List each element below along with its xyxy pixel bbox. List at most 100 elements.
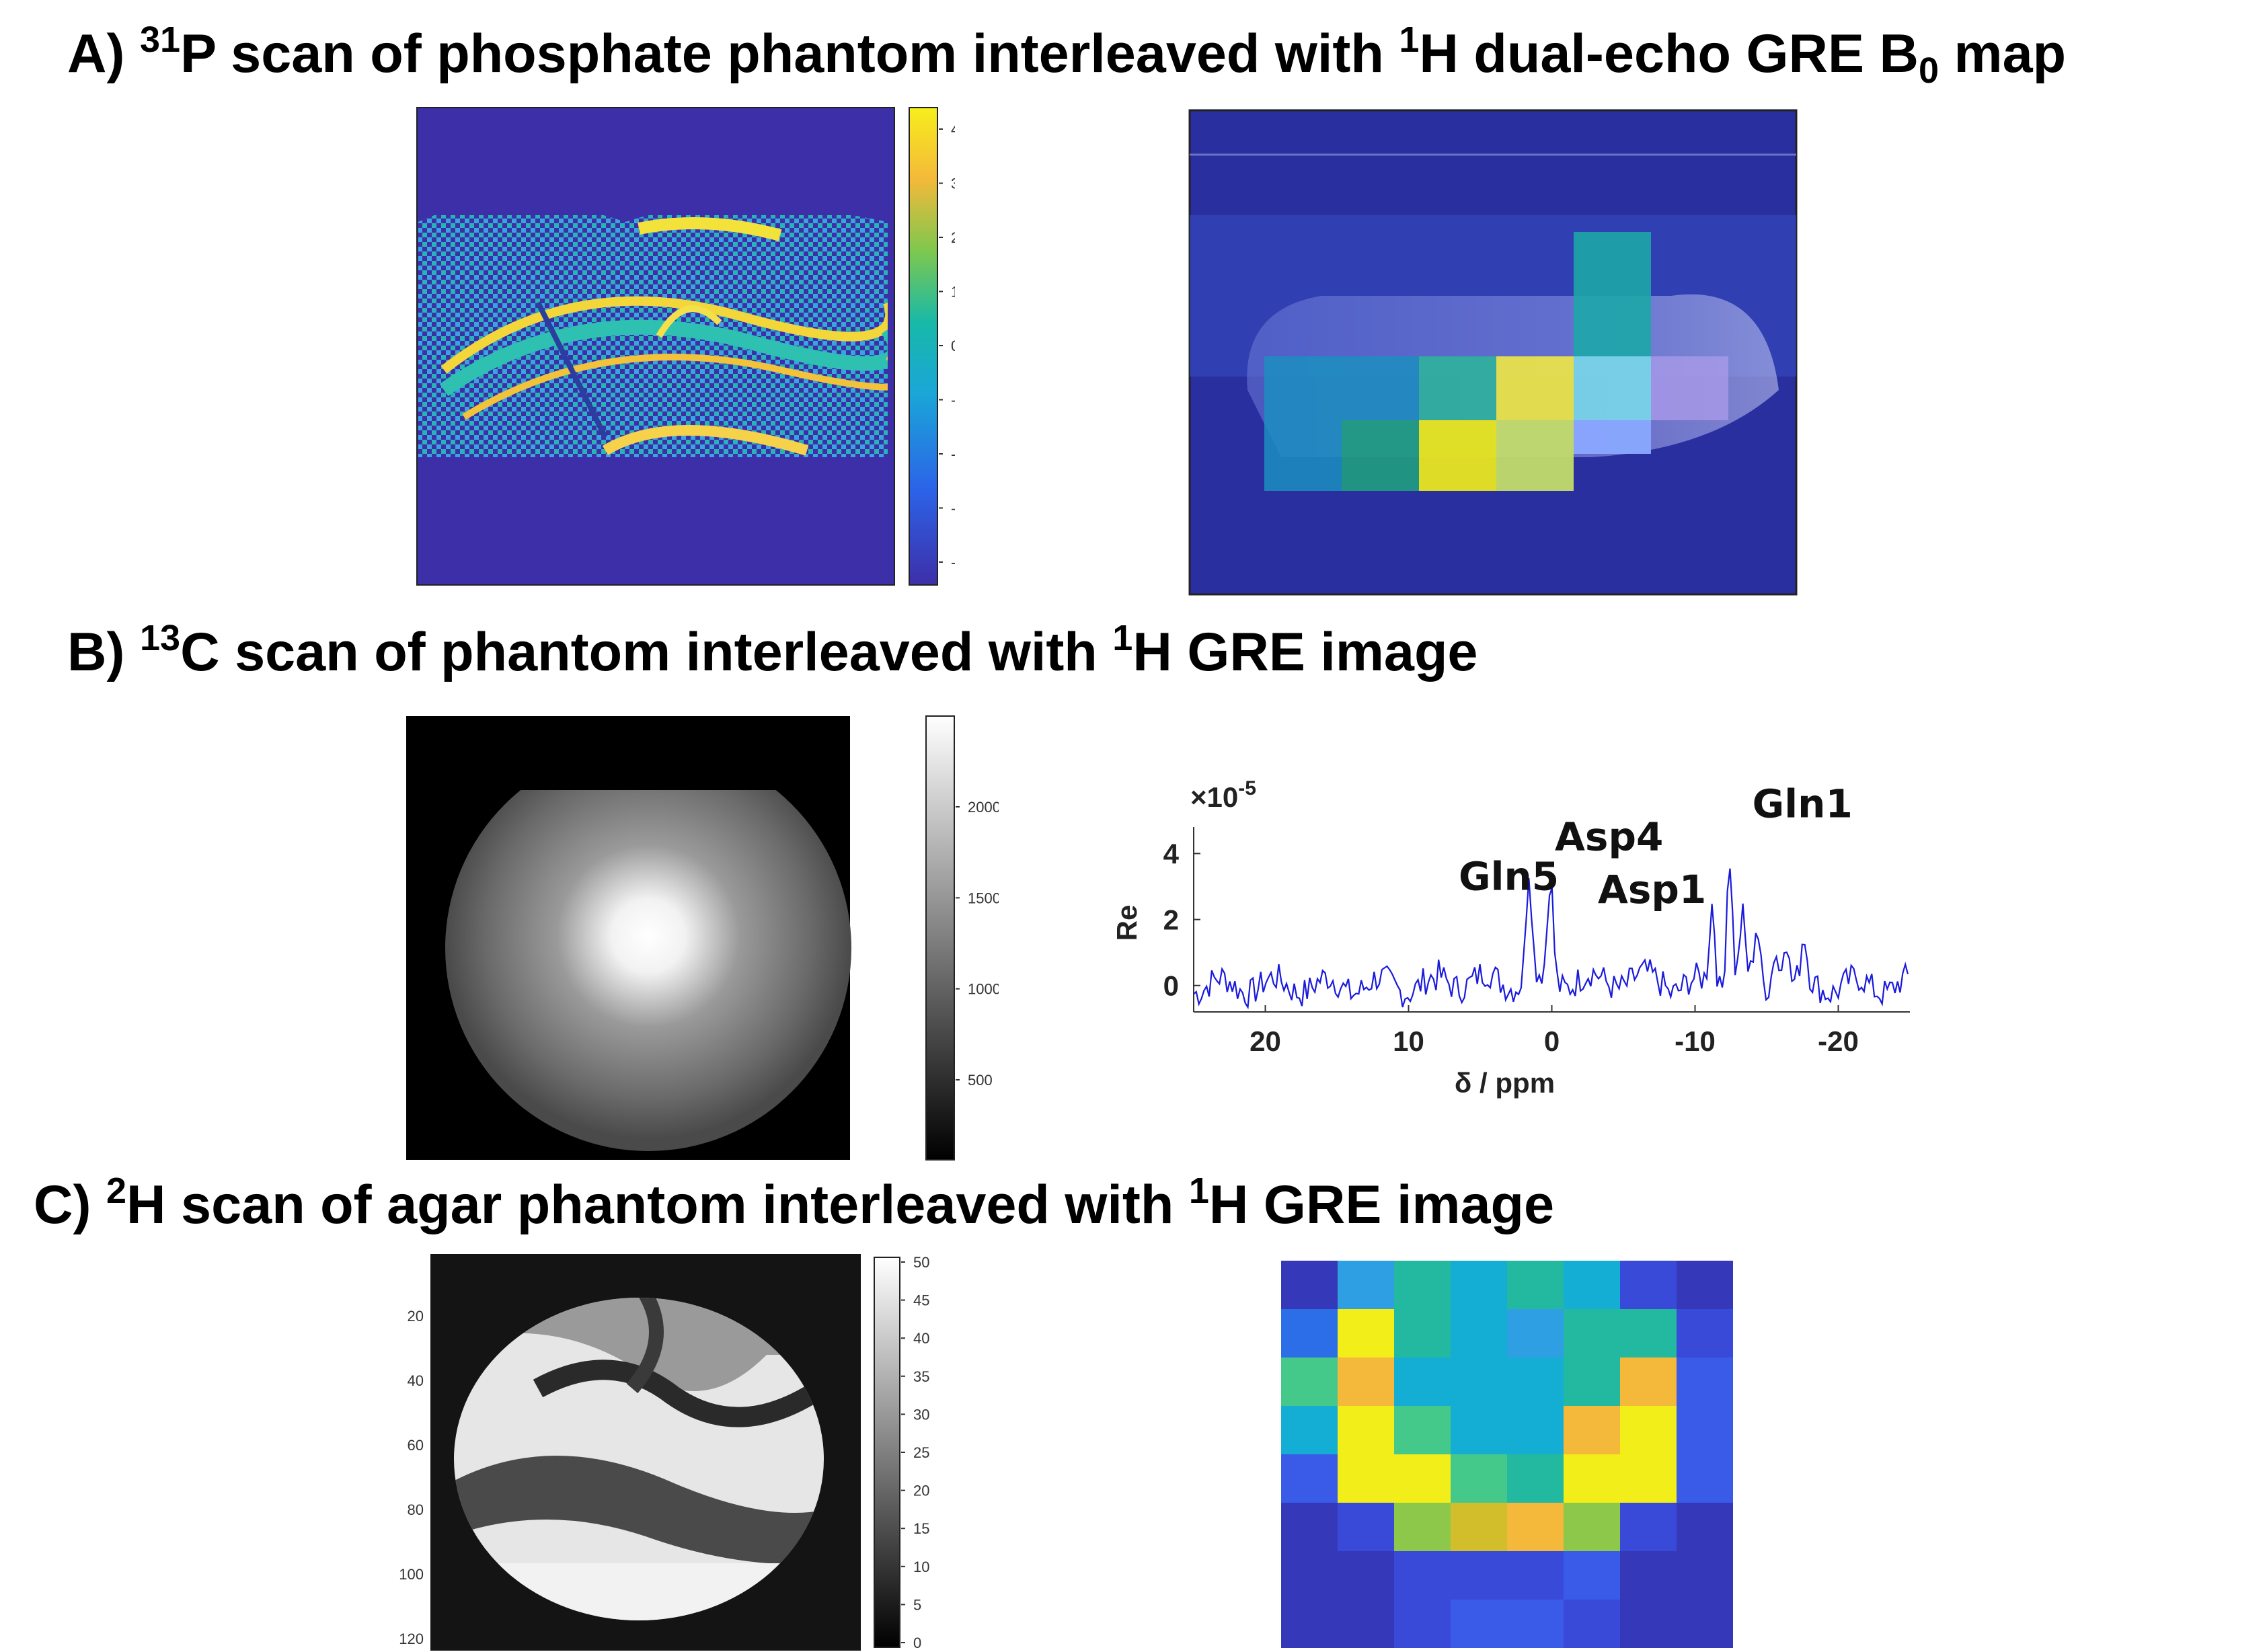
gre-colorbar-tick-label: 500 [968, 1072, 993, 1089]
c-y-axis-ticks: 20 40 60 80 100 120 [399, 1308, 424, 1647]
voxel-cell [1394, 1261, 1451, 1309]
c-colorbar [874, 1257, 900, 1648]
spectrum-y-tick-label: 2 [1163, 904, 1179, 936]
b0-colorbar-tick-label: 0 [951, 338, 955, 354]
c-colorbar-tick-label: 25 [913, 1444, 929, 1461]
spectrum-peak-label: Asp4 [1555, 814, 1663, 860]
voxel-cell [1281, 1406, 1338, 1454]
voxel-cell [1564, 1503, 1620, 1551]
voxel-cell [1507, 1261, 1564, 1309]
voxel-cell [1451, 1406, 1507, 1454]
voxel-cell [1451, 1600, 1507, 1648]
spectrum-x-label: δ / ppm [1455, 1067, 1555, 1099]
voxel-cell [1507, 1600, 1564, 1648]
voxel-cell [1338, 1600, 1394, 1648]
c-y-tick-label: 20 [408, 1308, 424, 1325]
gre-phantom [445, 790, 851, 1151]
panel-a-heading: A) 31P scan of phosphate phantom interle… [67, 22, 2067, 89]
voxel-cell [1281, 1503, 1338, 1551]
b0-colorbar-tick-label: -20 [951, 446, 955, 463]
panel-c-isotope-mass: 2 [106, 1171, 127, 1211]
panel-b-heading: B) 13C scan of phantom interleaved with … [67, 620, 1477, 682]
voxel-cell [1338, 1406, 1394, 1454]
voxel-cell [1451, 1261, 1507, 1309]
voxel-cell [1281, 1309, 1338, 1358]
c-colorbar-tick-label: 45 [913, 1292, 929, 1309]
c-colorbar-tick-label: 40 [913, 1330, 929, 1347]
panel-a-isotope-mass: 31 [140, 19, 181, 60]
spectrum-x-tick-label: 20 [1250, 1025, 1281, 1057]
voxel-cell [1338, 1551, 1394, 1600]
voxel-cell [1338, 1261, 1394, 1309]
c-y-tick-label: 60 [408, 1437, 424, 1454]
spectrum-x-tick-label: 10 [1393, 1025, 1424, 1057]
voxel-cell [1507, 1309, 1564, 1358]
spectrum-y-tick-label: 4 [1163, 838, 1180, 869]
spectrum-peak-label: Gln1 [1753, 781, 1853, 826]
voxel-cell [1620, 1454, 1677, 1503]
spectrum-y-label: Re [1116, 905, 1143, 941]
gre-colorbar [925, 715, 955, 1161]
panel-c-text: H scan of agar phantom interleaved with [126, 1175, 1189, 1235]
panel-a-label: A) [67, 24, 125, 84]
voxel-cell [1620, 1406, 1677, 1454]
voxel-cell [1507, 1454, 1564, 1503]
voxel-cell [1394, 1551, 1451, 1600]
c-y-tick-label: 40 [408, 1372, 424, 1389]
c-colorbar-tick-label: 5 [913, 1596, 921, 1613]
b0-colorbar-tick-label: 30 [951, 175, 955, 192]
gre-colorbar-ticks: 2000 1500 1000 500 [956, 799, 999, 1089]
panel-b-isotope-mass: 13 [140, 618, 181, 658]
voxel-cell [1394, 1358, 1451, 1406]
voxel-cell [1677, 1358, 1733, 1406]
voxel-cell [1338, 1503, 1394, 1551]
panel-a-text-3: map [1939, 24, 2067, 84]
b0-colorbar-tick-label: 40 [951, 121, 955, 138]
voxel-cell [1281, 1551, 1338, 1600]
panel-a-overlay-image [1188, 109, 1798, 596]
voxel-cell [1507, 1503, 1564, 1551]
b0-map-phantom [418, 215, 888, 457]
c-colorbar-tick-label: 15 [913, 1520, 929, 1537]
spectrum-series-line [1193, 868, 1909, 1010]
voxel-cell [1281, 1600, 1338, 1648]
b0-colorbar-tick-label: -10 [951, 392, 955, 409]
voxel-cell [1620, 1309, 1677, 1358]
voxel-cell [1394, 1406, 1451, 1454]
voxel-cell [1677, 1600, 1733, 1648]
voxel-cell [1564, 1261, 1620, 1309]
voxel-cell [1564, 1454, 1620, 1503]
voxel-cell [1564, 1551, 1620, 1600]
b0-colorbar-ticks: 40 30 20 10 0 -10 -20 -30 -40 [939, 121, 955, 571]
gre-colorbar-tick-label: 2000 [968, 799, 999, 816]
panel-a-b0-map: 40 30 20 10 0 -10 -20 -30 -40 [416, 107, 955, 586]
voxel-cell [1620, 1358, 1677, 1406]
b0-colorbar-tick-label: -30 [951, 500, 955, 517]
c-colorbar-tick-label: 0 [913, 1635, 921, 1651]
panel-a-text: P scan of phosphate phantom interleaved … [180, 24, 1399, 84]
panel-b-label: B) [67, 622, 125, 682]
panel-c-text-2: H GRE image [1208, 1175, 1555, 1235]
spectrum-y-tick-label: 0 [1163, 970, 1179, 1002]
voxel-cell [1507, 1406, 1564, 1454]
voxel-cell [1451, 1454, 1507, 1503]
voxel-cell [1451, 1503, 1507, 1551]
voxel-cell [1394, 1454, 1451, 1503]
voxel-cell [1677, 1261, 1733, 1309]
panel-a-text-2: H dual-echo GRE B [1419, 24, 1919, 84]
spectrum-x-tick-label: -20 [1818, 1025, 1859, 1057]
overlay-voxel-grid [1190, 215, 1796, 491]
panel-a-proton-mass: 1 [1399, 19, 1420, 60]
b0-colorbar-tick-label: 10 [951, 284, 955, 301]
voxel-cell [1281, 1261, 1338, 1309]
voxel-cell [1564, 1600, 1620, 1648]
voxel-cell [1394, 1309, 1451, 1358]
voxel-cell [1620, 1600, 1677, 1648]
voxel-cell [1507, 1358, 1564, 1406]
c-y-tick-label: 80 [408, 1501, 424, 1518]
spectrum-y-exponent: ×10-5 [1190, 777, 1256, 813]
b0-colorbar-tick-label: -40 [951, 554, 955, 571]
voxel-cell [1677, 1309, 1733, 1358]
voxel-cell [1677, 1454, 1733, 1503]
